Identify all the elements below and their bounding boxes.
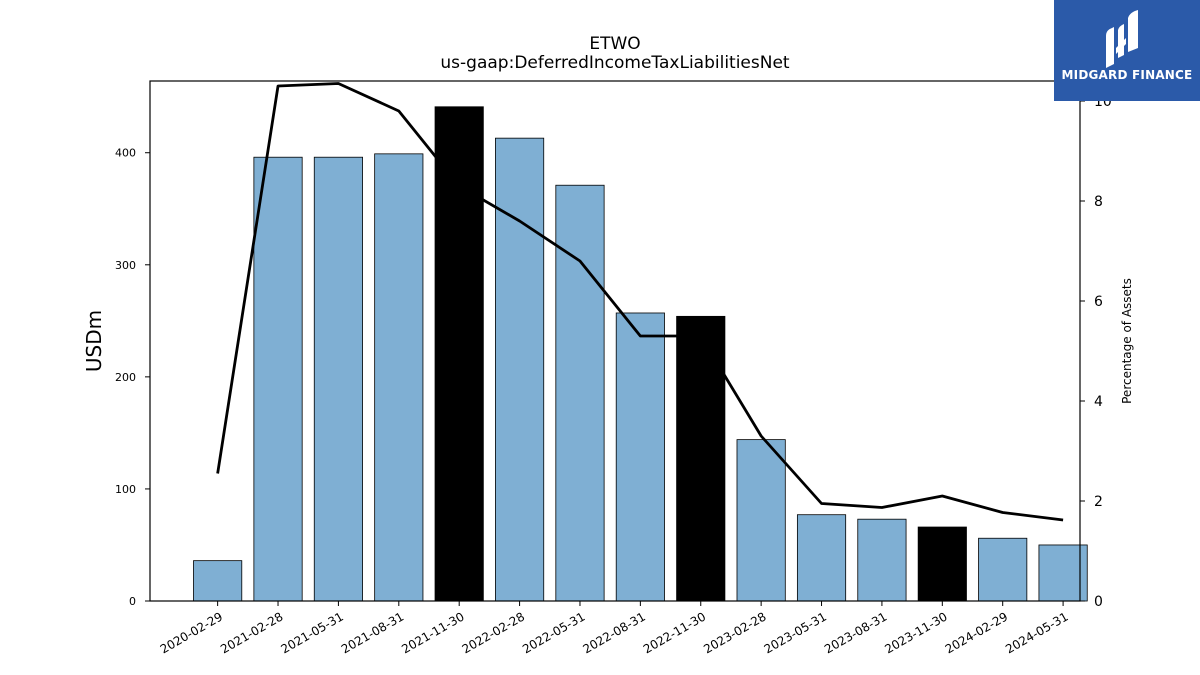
y2-tick-label: 2 bbox=[1094, 494, 1103, 510]
logo-text: MIDGARD FINANCE bbox=[1061, 68, 1193, 82]
x-tick-label: 2024-05-31 bbox=[1003, 609, 1070, 656]
y-axis-label: USDm bbox=[82, 310, 106, 372]
y2-tick-label: 6 bbox=[1094, 294, 1103, 310]
x-tick-label: 2022-05-31 bbox=[520, 609, 587, 656]
bars bbox=[193, 106, 1088, 602]
bar bbox=[1038, 544, 1088, 602]
percentage-line bbox=[216, 82, 1064, 522]
y-tick-label: 300 bbox=[115, 259, 136, 272]
midgard-finance-logo: MIDGARD FINANCE bbox=[1054, 0, 1200, 101]
x-tick-label: 2022-02-28 bbox=[460, 609, 527, 656]
logo-mark-icon bbox=[1106, 10, 1138, 68]
bar bbox=[193, 560, 243, 602]
bar bbox=[857, 518, 907, 602]
bar bbox=[495, 137, 545, 602]
x-tick-label: 2023-05-31 bbox=[762, 609, 829, 656]
bar bbox=[917, 526, 967, 602]
bar bbox=[253, 156, 303, 602]
x-tick-label: 2021-11-30 bbox=[399, 609, 466, 656]
x-tick-label: 2021-02-28 bbox=[218, 609, 285, 656]
y2-tick-label: 8 bbox=[1094, 194, 1103, 210]
x-tick-label: 2023-11-30 bbox=[882, 609, 949, 656]
x-tick-label: 2021-05-31 bbox=[279, 609, 346, 656]
x-tick-label: 2023-02-28 bbox=[701, 609, 768, 656]
bar bbox=[434, 106, 484, 602]
y2-axis-label: Percentage of Assets bbox=[1120, 278, 1134, 404]
y-tick-label: 200 bbox=[115, 371, 136, 384]
bar bbox=[555, 184, 605, 602]
y2-tick-label: 0 bbox=[1094, 594, 1103, 610]
bar bbox=[374, 153, 424, 602]
x-tick-label: 2022-08-31 bbox=[580, 609, 647, 656]
bar bbox=[796, 514, 847, 602]
bar bbox=[736, 439, 786, 602]
y-tick-label: 400 bbox=[115, 147, 136, 160]
x-tick-label: 2022-11-30 bbox=[641, 609, 708, 656]
chart-subtitle: us-gaap:DeferredIncomeTaxLiabilitiesNet bbox=[440, 53, 790, 73]
x-tick-label: 2021-08-31 bbox=[339, 609, 406, 656]
y-tick-label: 100 bbox=[115, 483, 136, 496]
x-tick-label: 2020-02-29 bbox=[158, 609, 225, 656]
y2-tick-label: 4 bbox=[1094, 394, 1103, 410]
x-tick-label: 2023-08-31 bbox=[822, 609, 889, 656]
percentage-line-layer bbox=[216, 82, 1064, 522]
plot-frame bbox=[149, 80, 1081, 602]
bar bbox=[313, 156, 363, 602]
chart-title: ETWO bbox=[589, 34, 640, 54]
bar bbox=[978, 537, 1028, 602]
bar bbox=[676, 315, 726, 602]
y-tick-label: 0 bbox=[129, 595, 136, 608]
x-tick-label: 2024-02-29 bbox=[943, 609, 1010, 656]
bar bbox=[615, 312, 665, 602]
